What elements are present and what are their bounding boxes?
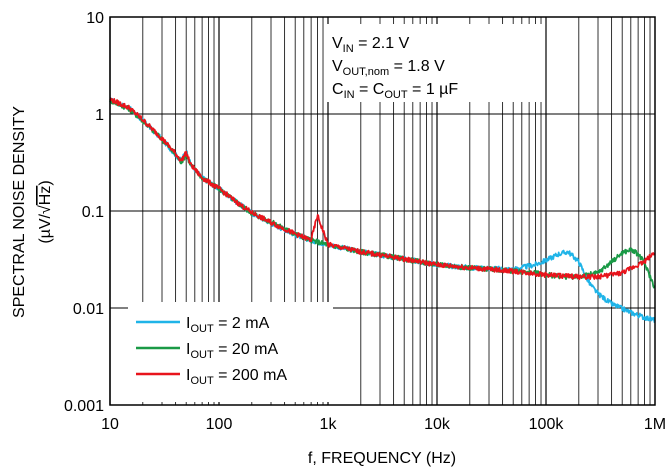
conditions-box-bg [326,24,544,102]
condition-vin: VIN = 2.1 V [332,35,410,55]
y-tick-label: 0.01 [73,301,104,318]
series-layer [109,97,656,323]
x-tick-label: 100 [206,416,233,433]
y-tick-label: 1 [95,107,104,124]
legend-label: IOUT = 2 mA [186,315,270,335]
plot-frame [109,16,656,406]
condition-vout: VOUT,nom = 1.8 V [332,58,445,78]
x-tick-label: 10k [424,416,451,433]
series-line [109,97,656,281]
y-axis-title: SPECTRAL NOISE DENSITY [11,106,28,318]
legend-label: IOUT = 200 mA [186,367,287,387]
radical-hz: Hz [37,186,54,206]
y-tick-labels: 0.001 0.01 0.1 1 10 [64,10,104,415]
x-tick-label: 1k [320,416,338,433]
y-tick-label: 10 [86,10,104,27]
x-tick-labels: 10 100 1k 10k 100k 1M [101,416,666,433]
y-axis-unit: (µV/√Hz) [37,180,54,243]
x-tick-label: 100k [529,416,565,433]
conditions-box: VIN = 2.1 V VOUT,nom = 1.8 V CIN = COUT … [326,24,544,102]
x-axis-title: f, FREQUENCY (Hz) [308,450,456,467]
legend: IOUT = 2 mA IOUT = 20 mA IOUT = 200 mA [128,302,333,402]
series-line [109,97,656,323]
condition-cap: CIN = COUT = 1 µF [332,81,458,101]
y-tick-label: 0.1 [82,204,104,221]
legend-bg [128,302,333,402]
legend-label: IOUT = 20 mA [186,341,278,361]
y-tick-label: 0.001 [64,398,104,415]
x-tick-label: 10 [101,416,119,433]
x-tick-label: 1M [644,416,666,433]
